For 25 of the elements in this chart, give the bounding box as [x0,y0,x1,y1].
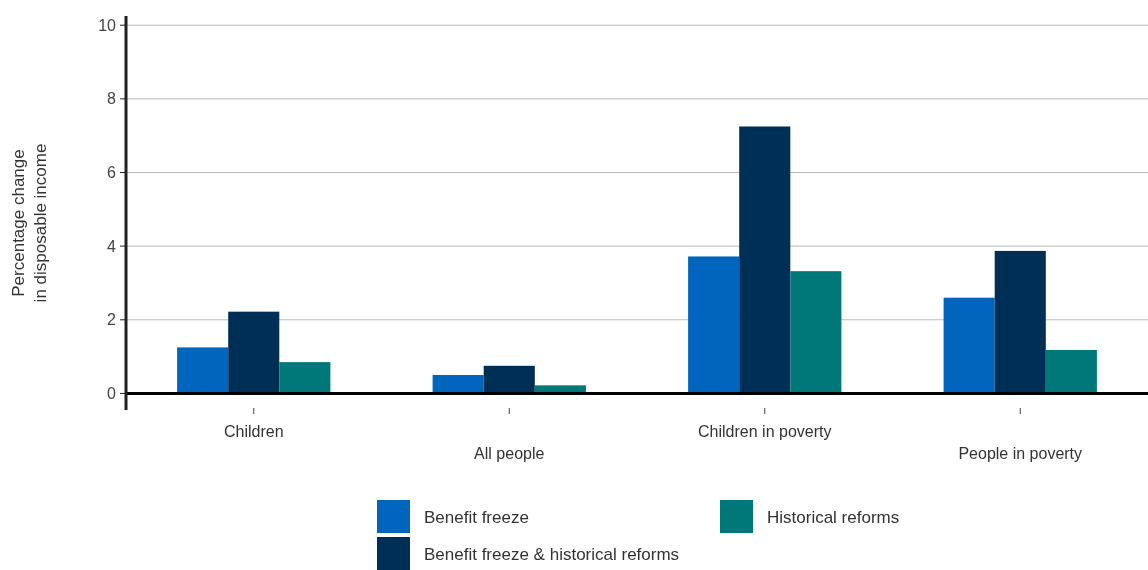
y-tick-label: 6 [107,164,117,182]
y-axis-title: Percentage change in disposable income [9,143,50,303]
y-tick-label: 10 [98,16,117,34]
bar [177,347,229,394]
bar [483,365,535,394]
x-tick-label: People in poverty [958,445,1083,462]
bar [739,126,791,394]
bar [279,362,331,394]
y-tick-label: 8 [107,90,117,108]
bar [688,256,740,394]
y-tick-label: 2 [107,311,117,329]
bar [943,297,995,394]
bar [790,271,842,394]
x-tick-label: All people [474,445,545,462]
legend-label: Benefit freeze [424,507,529,527]
bar [432,375,484,394]
x-tick-label: Children [223,423,284,440]
x-tick-label: Children in poverty [698,423,832,440]
bar [994,250,1046,394]
bar [228,311,280,394]
bar [1045,349,1097,394]
legend-label: Historical reforms [767,507,900,527]
y-tick-label: 4 [107,237,117,255]
y-tick-label: 0 [107,385,117,403]
legend-label: Benefit freeze & historical reforms [424,544,680,564]
